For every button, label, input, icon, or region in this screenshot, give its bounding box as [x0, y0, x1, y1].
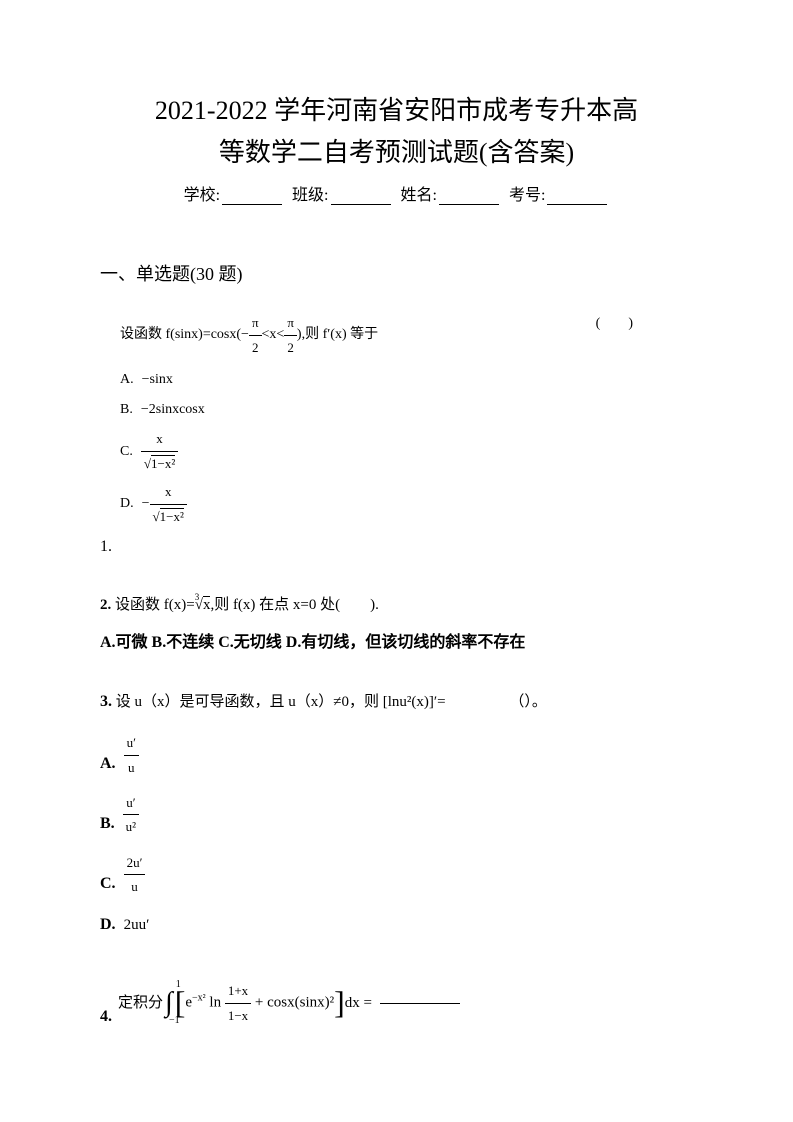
q4-stem-pre: 定积分: [118, 990, 163, 1017]
q3-number: 3.: [100, 693, 112, 710]
q1-option-a: A. −sinx: [120, 367, 693, 392]
id-blank: [547, 204, 607, 205]
q2-options: A.可微 B.不连续 C.无切线 D.有切线，但该切线的斜率不存在: [100, 629, 693, 658]
q3-optc-frac: 2u′ u: [124, 851, 146, 899]
question-1: 设函数 f(sinx)=cosx(−π2<x<π2),则 f′(x) 等于 ( …: [100, 311, 693, 562]
question-3: 3. 设 u（x）是可导函数，且 u（x）≠0，则 [lnu²(x)]′= （）…: [100, 688, 693, 940]
q1-optd-frac: x √1−x²: [150, 480, 187, 528]
q2-cube-root: 3√x: [195, 592, 211, 619]
name-blank: [439, 204, 499, 205]
q1-stem-mid: <x<: [262, 327, 285, 342]
q3-option-b: B. u′ u²: [100, 791, 693, 839]
q2-stem-pre: 设函数 f(x)=: [115, 597, 195, 613]
student-info-line: 学校: 班级: 姓名: 考号:: [100, 181, 693, 205]
q2-stem: 2. 设函数 f(x)=3√x,则 f(x) 在点 x=0 处( ).: [100, 592, 693, 619]
school-blank: [222, 204, 282, 205]
q1-option-b: B. −2sinxcosx: [120, 397, 693, 422]
q1-option-c: C. x √1−x²: [120, 427, 693, 475]
q4-content: 4. 定积分 ∫1−1 [ e−x² ln 1+x1−x + cosx(sinx…: [100, 974, 693, 1032]
q1-frac-1: π2: [249, 311, 262, 359]
title-line-1: 2021-2022 学年河南省安阳市成考专升本高: [155, 96, 638, 125]
q3-stem-text: 设 u（x）是可导函数，且 u（x）≠0，则 [lnu²(x)]′=: [116, 694, 446, 710]
question-4: 4. 定积分 ∫1−1 [ e−x² ln 1+x1−x + cosx(sinx…: [100, 974, 693, 1032]
name-label: 姓名:: [401, 187, 437, 204]
q1-stem: 设函数 f(sinx)=cosx(−π2<x<π2),则 f′(x) 等于 ( …: [120, 311, 693, 359]
q1-stem-post: ),则 f′(x) 等于: [297, 327, 378, 342]
q3-option-d: D. 2uu′: [100, 911, 693, 940]
q4-number: 4.: [100, 1003, 112, 1032]
q4-frac: 1+x1−x: [225, 979, 251, 1027]
q1-optc-frac: x √1−x²: [141, 427, 178, 475]
right-bracket: ]: [334, 974, 345, 1032]
id-label: 考号:: [509, 187, 545, 204]
section-1-header: 一、单选题(30 题): [100, 260, 693, 286]
class-blank: [331, 204, 391, 205]
q3-opta-frac: u′ u: [124, 731, 139, 779]
q4-expr: e−x² ln 1+x1−x + cosx(sinx)²: [185, 979, 334, 1027]
q1-number: 1.: [100, 533, 112, 562]
q4-expr-post: dx =: [345, 990, 372, 1017]
q3-stem: 3. 设 u（x）是可导函数，且 u（x）≠0，则 [lnu²(x)]′= （）…: [100, 688, 693, 717]
exam-title: 2021-2022 学年河南省安阳市成考专升本高 等数学二自考预测试题(含答案): [100, 90, 693, 173]
q2-number: 2.: [100, 597, 111, 613]
q1-stem-func: f(sinx)=cosx(−: [166, 327, 249, 342]
q4-answer-blank: [380, 1003, 460, 1004]
q3-stem-post: （）。: [509, 694, 547, 710]
q1-frac-2: π2: [284, 311, 297, 359]
question-2: 2. 设函数 f(x)=3√x,则 f(x) 在点 x=0 处( ). A.可微…: [100, 592, 693, 658]
q1-option-d: D. − x √1−x²: [120, 480, 693, 528]
q1-stem-pre: 设函数: [120, 327, 166, 342]
q2-stem-mid: ,则 f(x) 在点 x=0 处( ).: [210, 597, 378, 613]
q1-options: A. −sinx B. −2sinxcosx C. x √1−x² D. − x…: [120, 367, 693, 528]
title-line-2: 等数学二自考预测试题(含答案): [219, 138, 574, 167]
q3-optb-frac: u′ u²: [123, 791, 139, 839]
integral-sign: ∫1−1: [165, 978, 173, 1028]
q3-option-c: C. 2u′ u: [100, 851, 693, 899]
q3-option-a: A. u′ u: [100, 731, 693, 779]
class-label: 班级:: [292, 187, 328, 204]
school-label: 学校:: [184, 187, 220, 204]
q1-paren: ( ): [596, 311, 633, 336]
q3-optd-text: 2uu′: [124, 912, 150, 939]
